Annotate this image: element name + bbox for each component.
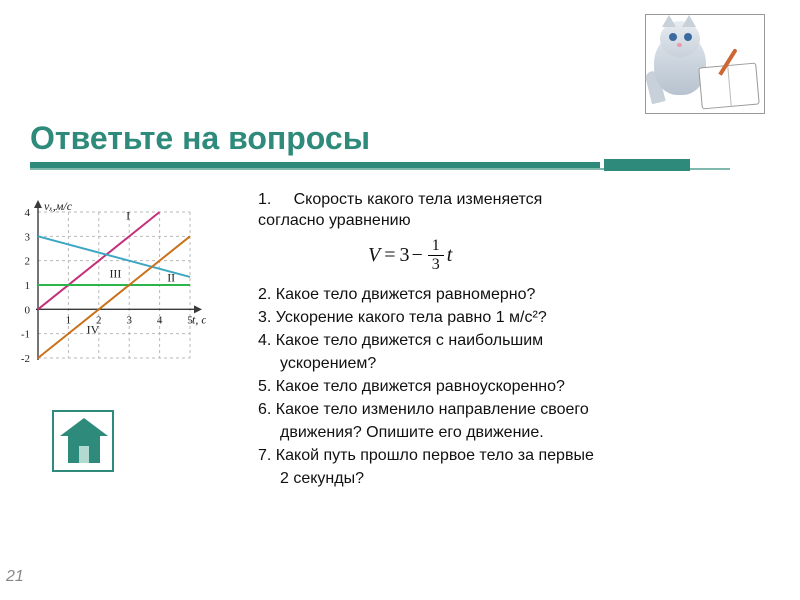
question-4b: ускорением?	[258, 352, 800, 375]
content-row: -2-10123412345vₓ,м/сt, сIIIIIIIV 1. Скор…	[0, 190, 800, 490]
velocity-chart: -2-10123412345vₓ,м/сt, сIIIIIIIV	[0, 190, 206, 380]
question-6: 6. Какое тело изменило направление своег…	[258, 398, 800, 421]
eq-op: −	[412, 244, 423, 267]
svg-text:3: 3	[126, 314, 132, 326]
left-column: -2-10123412345vₓ,м/сt, сIIIIIIIV	[0, 190, 240, 490]
eq-fraction: 1 3	[428, 238, 444, 273]
svg-text:I: I	[126, 208, 130, 222]
question-3: 3. Ускорение какого тела равно 1 м/с²?	[258, 306, 800, 329]
svg-text:IV: IV	[87, 323, 100, 337]
svg-text:-2: -2	[21, 353, 30, 365]
eq-frac-bot: 3	[432, 256, 440, 273]
q1-num: 1.	[258, 191, 271, 208]
question-5: 5. Какое тело движется равноускоренно?	[258, 375, 800, 398]
question-1: 1. Скорость какого тела изменяется согла…	[258, 190, 800, 232]
svg-text:1: 1	[25, 280, 31, 292]
questions-block: 1. Скорость какого тела изменяется согла…	[240, 190, 800, 490]
svg-text:II: II	[167, 270, 175, 284]
question-list: 2. Какое тело движется равномерно? 3. Ус…	[258, 283, 800, 490]
svg-text:t, с: t, с	[192, 312, 206, 326]
eq-const: 3	[400, 244, 410, 267]
title-underline	[30, 162, 730, 172]
svg-text:vₓ,м/с: vₓ,м/с	[44, 199, 73, 213]
svg-text:III: III	[109, 267, 121, 281]
svg-text:3: 3	[25, 231, 31, 243]
slide-header: Ответьте на вопросы	[30, 0, 770, 142]
question-7b: 2 секунды?	[258, 467, 800, 490]
question-6b: движения? Опишите его движение.	[258, 421, 800, 444]
equation: V = 3 − 1 3 t	[368, 238, 800, 273]
page-title: Ответьте на вопросы	[30, 120, 370, 157]
svg-text:4: 4	[157, 314, 163, 326]
svg-text:1: 1	[66, 314, 72, 326]
q1-line2: согласно уравнению	[258, 212, 411, 229]
home-icon[interactable]	[52, 410, 114, 472]
eq-tail: t	[447, 244, 453, 267]
svg-text:-1: -1	[21, 329, 30, 341]
eq-lhs: V	[368, 244, 380, 267]
q1-line1: Скорость какого тела изменяется	[294, 191, 543, 208]
svg-text:4: 4	[25, 207, 31, 219]
question-2: 2. Какое тело движется равномерно?	[258, 283, 800, 306]
svg-text:2: 2	[25, 256, 31, 268]
question-7: 7. Какой путь прошло первое тело за перв…	[258, 444, 800, 467]
cat-illustration	[645, 14, 765, 114]
question-4: 4. Какое тело движется с наибольшим	[258, 329, 800, 352]
svg-text:0: 0	[25, 304, 31, 316]
eq-frac-top: 1	[428, 238, 444, 256]
slide-number: 21	[6, 568, 24, 586]
